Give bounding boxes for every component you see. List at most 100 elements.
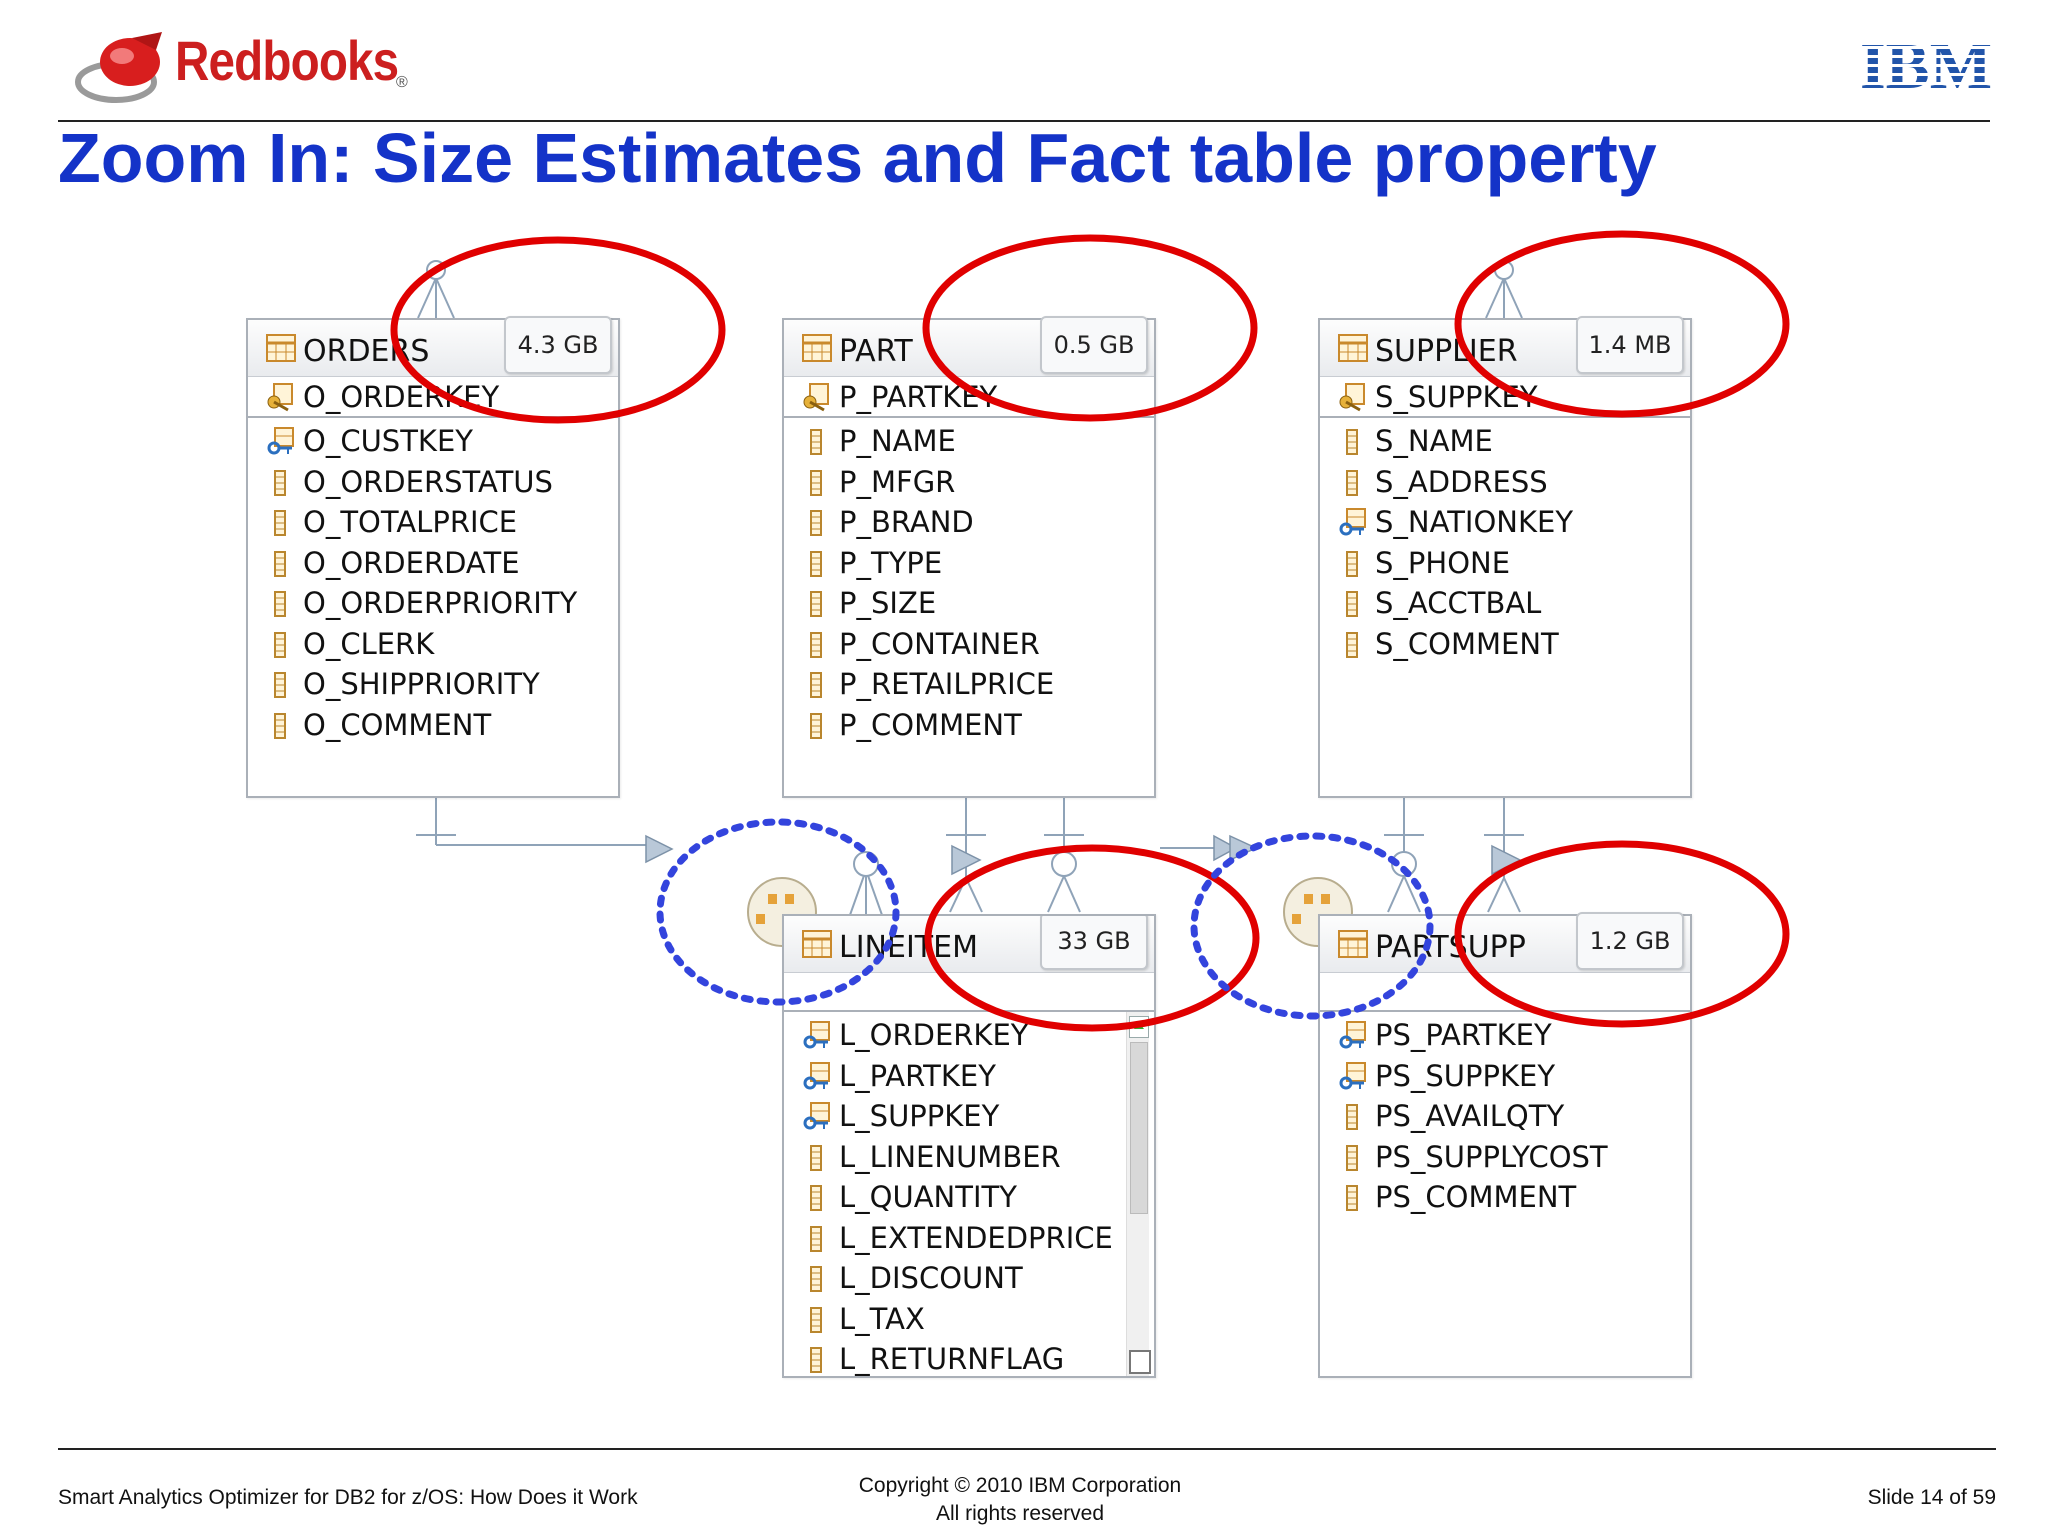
foreign-key-icon — [1339, 1061, 1366, 1089]
column-name: O_ORDERPRIORITY — [303, 586, 578, 620]
foreign-key-icon — [803, 1102, 830, 1130]
column-icon — [1346, 1104, 1358, 1130]
footer-rule — [58, 1448, 1996, 1450]
column-name: O_CLERK — [303, 626, 435, 661]
column-name: PS_SUPPLYCOST — [1375, 1139, 1608, 1174]
column-icon — [810, 1306, 822, 1333]
column-name: L_SUPPKEY — [839, 1099, 1000, 1133]
header-rule — [58, 120, 1990, 122]
size-estimate-badge: 4.3 GB — [504, 316, 612, 374]
column-icon — [810, 510, 822, 536]
primary-key-icon — [1339, 383, 1365, 412]
red-highlight-ellipse — [390, 236, 726, 424]
column-name: O_SHIPPRIORITY — [303, 667, 540, 701]
column-icon — [810, 550, 822, 577]
column-icon — [810, 1347, 822, 1373]
column-name: O_TOTALPRICE — [303, 505, 518, 539]
red-highlight-ellipse — [922, 234, 1258, 422]
size-estimate-badge: 33 GB — [1040, 916, 1148, 970]
ibm-logo: IBM — [1860, 36, 2000, 96]
foreign-key-icon — [1339, 1021, 1366, 1049]
table-icon — [266, 334, 296, 362]
redbooks-logo-text: Redbooks — [175, 29, 399, 92]
table-supplier[interactable]: SUPPLIER 1.4 MB S_SUPPKEY S_NAME S_ADDRES… — [1318, 316, 1692, 798]
column-name: S_PHONE — [1375, 545, 1511, 580]
primary-key-row: P_PARTKEY — [784, 378, 1154, 418]
footer-subtitle: Smart Analytics Optimizer for DB2 for z/… — [58, 1486, 638, 1509]
column-icon — [274, 469, 286, 496]
table-name: LINEITEM — [839, 930, 978, 965]
column-name: L_RETURNFLAG — [839, 1342, 1065, 1376]
column-name: P_MFGR — [839, 464, 956, 499]
column-name: P_TYPE — [839, 545, 943, 580]
column-name: P_CONTAINER — [839, 626, 1040, 661]
table-header: SUPPLIER 1.4 MB — [1320, 316, 1690, 377]
column-icon — [810, 591, 822, 617]
key-column: S_SUPPKEY — [1375, 380, 1538, 414]
column-name: L_TAX — [839, 1301, 925, 1336]
red-highlight-ellipse — [1454, 840, 1790, 1028]
column-name: P_RETAILPRICE — [839, 667, 1055, 701]
column-name: L_LINENUMBER — [839, 1139, 1061, 1174]
table-icon — [1338, 930, 1368, 958]
column-icon — [810, 1185, 822, 1211]
table-name: SUPPLIER — [1375, 334, 1518, 369]
foreign-key-icon — [803, 1021, 830, 1049]
primary-key-icon — [267, 383, 293, 412]
column-name: PS_COMMENT — [1375, 1180, 1577, 1214]
primary-key-row: S_SUPPKEY — [1320, 378, 1690, 418]
column-name: S_NAME — [1375, 424, 1493, 458]
primary-key-icon — [803, 383, 829, 412]
table-part[interactable]: PART 0.5 GB P_PARTKEY P_NAME P_MFGR P_BRAN… — [782, 316, 1156, 798]
table-header: LINEITEM 33 GB — [784, 916, 1154, 973]
column-name: O_ORDERDATE — [303, 545, 520, 580]
column-icon — [274, 672, 286, 698]
column-name: L_ORDERKEY — [839, 1018, 1029, 1052]
table-lineitem[interactable]: LINEITEM 33 GB L_ORDERKEY L_PARTKEY L_SUPP… — [782, 914, 1156, 1378]
slide-number: Slide 14 of 59 — [1867, 1486, 1996, 1509]
column-icon — [810, 469, 822, 496]
table-name: PARTSUPP — [1375, 930, 1526, 965]
column-icon — [810, 712, 822, 739]
column-icon — [810, 1144, 822, 1171]
scroll-thumb[interactable] — [1130, 1042, 1148, 1214]
column-icon — [810, 429, 822, 455]
column-icon — [274, 550, 286, 577]
column-icon — [274, 591, 286, 617]
column-icon — [1346, 1185, 1358, 1211]
size-estimate-badge: 1.4 MB — [1576, 316, 1684, 374]
column-icon — [1346, 429, 1358, 455]
table-icon — [802, 930, 832, 958]
key-column: P_PARTKEY — [839, 380, 998, 414]
column-icon — [1346, 591, 1358, 617]
size-estimate-badge: 0.5 GB — [1040, 316, 1148, 374]
foreign-key-icon — [1339, 508, 1366, 536]
column-name: O_COMMENT — [303, 707, 492, 742]
separator — [1320, 1010, 1690, 1012]
column-name: PS_AVAILQTY — [1375, 1099, 1565, 1133]
table-header: PART 0.5 GB — [784, 316, 1154, 377]
footer-copyright: Copyright © 2010 IBM Corporation All rig… — [760, 1472, 1280, 1528]
table-partsupp[interactable]: PARTSUPP 1.2 GB PS_PARTKEY PS_SUPPKEY PS_A… — [1318, 912, 1692, 1378]
blue-dotted-highlight-ellipse — [656, 818, 900, 1006]
column-name: PS_SUPPKEY — [1375, 1058, 1556, 1093]
table-icon — [802, 334, 832, 362]
foreign-key-icon — [803, 1061, 830, 1089]
column-icon — [810, 1225, 822, 1252]
table-name: PART — [839, 334, 913, 369]
table-orders[interactable]: ORDERS 4.3 GB O_ORDERKEY O_CUSTKEY O_ORDE… — [246, 316, 620, 798]
size-estimate-badge: 1.2 GB — [1576, 912, 1684, 970]
table-header: PARTSUPP 1.2 GB — [1320, 912, 1690, 973]
column-name: P_SIZE — [839, 586, 937, 620]
column-icon — [274, 631, 286, 658]
column-name: P_COMMENT — [839, 707, 1022, 742]
red-highlight-ellipse — [1454, 230, 1790, 418]
column-name: L_QUANTITY — [839, 1180, 1017, 1214]
registered-mark: ® — [396, 74, 408, 91]
column-name: L_PARTKEY — [839, 1058, 996, 1093]
column-icon — [1346, 631, 1358, 658]
scroll-down-icon[interactable] — [1129, 1350, 1151, 1374]
column-icon — [274, 510, 286, 536]
column-icon — [1346, 550, 1358, 577]
